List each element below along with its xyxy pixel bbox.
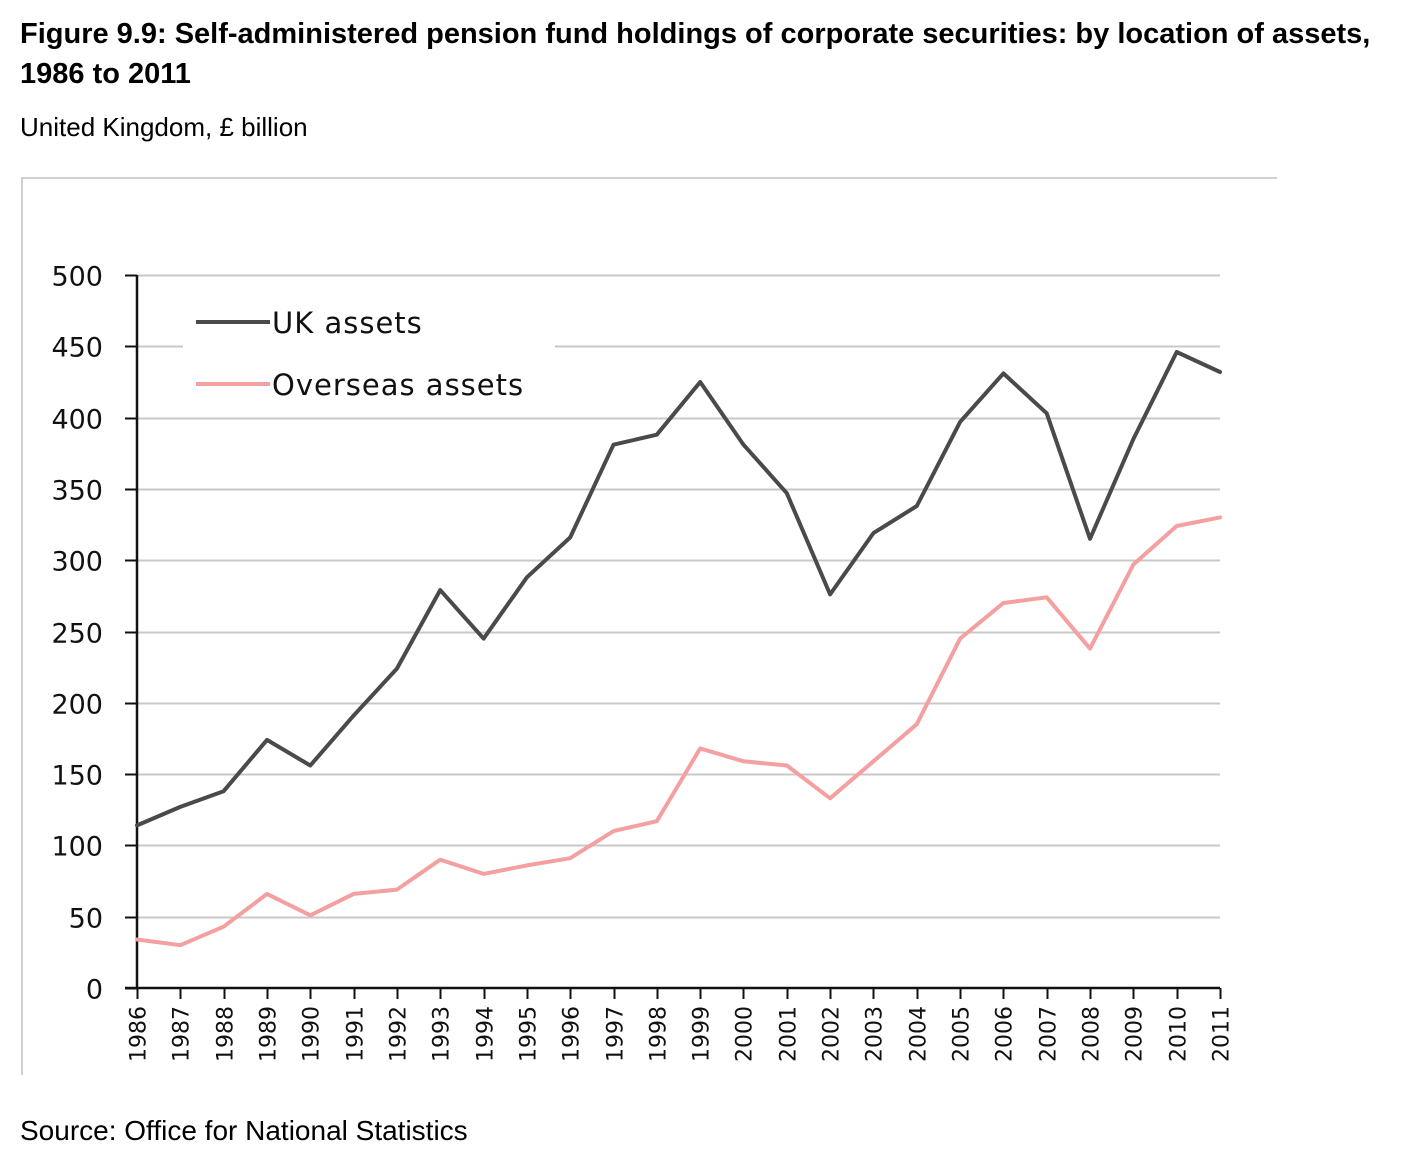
y-axis: 0 50 100 150 200 250 300 350 400 450 500	[51, 262, 139, 1006]
x-tick-label: 1995	[517, 1006, 542, 1062]
x-tick-label: 1998	[647, 1006, 672, 1062]
y-tick-label: 150	[51, 761, 103, 792]
source-note: Source: Office for National Statistics	[20, 1115, 468, 1146]
x-tick-label: 1999	[690, 1006, 715, 1062]
y-tick-label: 400	[51, 405, 103, 436]
x-tick-label: 2008	[1080, 1006, 1105, 1062]
x-tick-label: 2001	[777, 1006, 802, 1062]
gridlines	[137, 274, 1220, 919]
x-tick-label: 1996	[560, 1006, 585, 1062]
x-tick-label: 1991	[344, 1006, 369, 1062]
series-line-overseas-assets	[135, 515, 1222, 948]
x-tick-label: 1992	[387, 1006, 412, 1062]
series-line-uk-assets	[135, 350, 1222, 828]
x-tick-label: 1993	[430, 1006, 455, 1062]
y-tick-label: 350	[51, 476, 103, 507]
x-tick-label: 2011	[1210, 1006, 1235, 1062]
y-tick-label: 100	[51, 832, 103, 863]
x-tick-label: 1988	[214, 1006, 239, 1062]
chart-title: Figure 9.9: Self-administered pension fu…	[20, 18, 1371, 90]
legend: UK assets Overseas assets	[183, 296, 555, 408]
y-tick-label: 50	[69, 904, 103, 935]
chart-subtitle: United Kingdom, £ billion	[20, 112, 308, 142]
x-tick-label: 2005	[950, 1006, 975, 1062]
legend-label: UK assets	[272, 306, 423, 340]
x-tick-label: 2004	[907, 1006, 932, 1062]
y-tick-label: 0	[86, 975, 103, 1006]
y-tick-label: 450	[51, 333, 103, 364]
x-tick-label: 1990	[300, 1006, 325, 1062]
series-lines	[135, 350, 1222, 948]
x-tick-label: 2007	[1037, 1006, 1062, 1062]
x-tick-label: 2009	[1123, 1006, 1148, 1062]
x-tick-label: 1989	[257, 1006, 282, 1062]
y-tick-label: 200	[51, 690, 103, 721]
x-tick-label: 2002	[820, 1006, 845, 1062]
y-tick-label: 500	[51, 262, 103, 293]
x-tick-label: 2003	[863, 1006, 888, 1062]
y-tick-label: 250	[51, 619, 103, 650]
legend-label: Overseas assets	[272, 368, 524, 402]
chart-frame	[21, 177, 1277, 1075]
x-tick-label: 1987	[170, 1006, 195, 1062]
x-axis: 1986 1987 1988 1989 1990 1991 1992 1993 1994 1995…	[125, 986, 1235, 1062]
y-tick-label: 300	[51, 547, 103, 578]
legend-box	[183, 296, 555, 408]
x-tick-label: 1994	[474, 1006, 499, 1062]
x-tick-label: 1997	[604, 1006, 629, 1062]
x-tick-label: 1986	[127, 1006, 152, 1062]
x-tick-label: 2010	[1167, 1006, 1192, 1062]
x-tick-label: 2006	[993, 1006, 1018, 1062]
x-tick-label: 2000	[733, 1006, 758, 1062]
